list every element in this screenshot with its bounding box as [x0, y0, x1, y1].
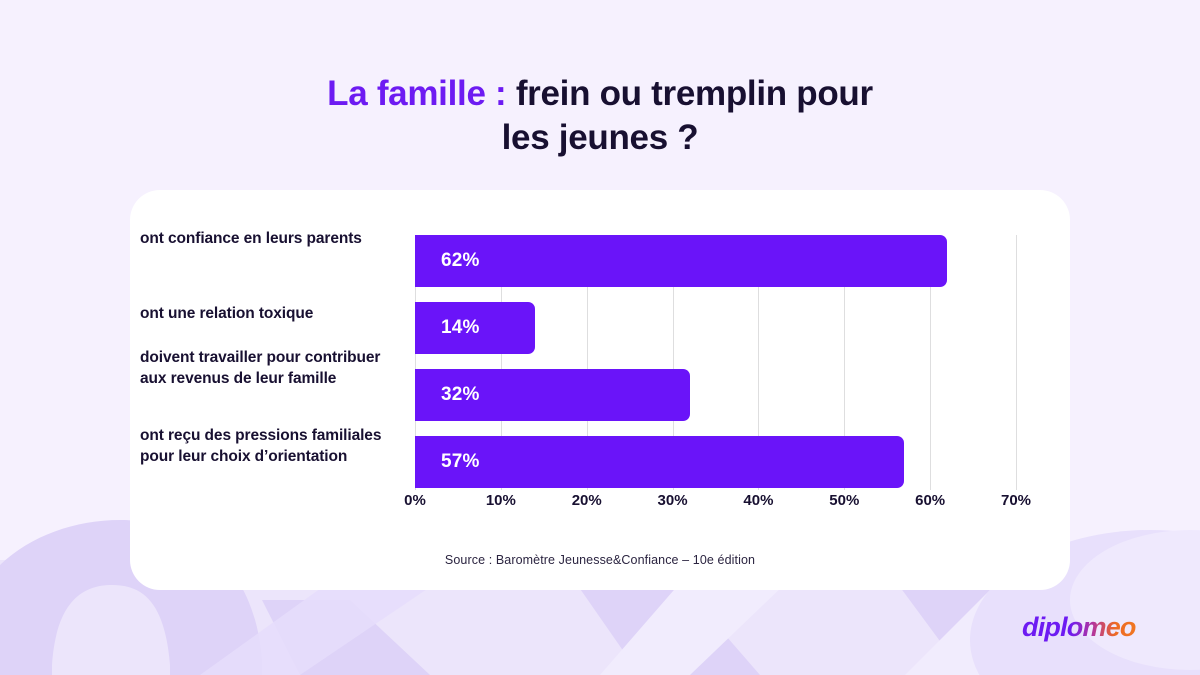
x-axis-ticks: 0% 10% 20% 30% 40% 50% 60% 70% [404, 492, 1031, 516]
category-label: doivent travailler pour contribuer aux r… [140, 349, 381, 387]
chart-gridlines [415, 235, 1017, 490]
bar-series: 62% 14% 32% 57% [415, 235, 1016, 490]
source-note: Source : Baromètre Jeunesse&Confiance – … [444, 553, 756, 567]
bar[interactable]: 62% [415, 235, 948, 287]
x-tick-label: 40% [743, 492, 774, 509]
title-accent-text: La famille : [327, 74, 507, 113]
category-label: ont une relation toxique [140, 305, 314, 322]
gridline [758, 235, 760, 490]
title-line-2: les jeunes ? [501, 118, 699, 157]
bar-chart: ont confiance en leurs parents ont une re… [130, 190, 1070, 590]
x-tick-label: 20% [571, 492, 602, 509]
page-title: La famille : frein ou tremplin pour les … [0, 72, 1200, 160]
category-label: ont reçu des pressions familiales pour l… [140, 427, 382, 465]
x-tick-label: 10% [485, 492, 516, 509]
bar-value-label: 32% [441, 384, 480, 405]
gridline [672, 235, 674, 490]
bar-row[interactable]: 32% [415, 369, 1016, 421]
bar-value-label: 57% [441, 451, 480, 472]
x-tick-label: 70% [1000, 492, 1032, 509]
category-label: ont confiance en leurs parents [140, 230, 362, 247]
bar-value-label: 62% [441, 250, 480, 271]
category-labels: ont confiance en leurs parents ont une re… [140, 230, 405, 535]
x-tick-label: 60% [915, 492, 946, 509]
bar[interactable]: 14% [415, 302, 536, 354]
x-tick-label: 30% [657, 492, 688, 509]
diplomeo-logo[interactable]: diplomeo [1022, 612, 1136, 642]
gridline [500, 235, 502, 490]
bar[interactable]: 57% [415, 436, 905, 488]
bar-row[interactable]: 57% [415, 436, 1016, 488]
x-tick-label: 0% [404, 492, 426, 509]
x-tick-label: 50% [829, 492, 860, 509]
bar-row[interactable]: 14% [415, 302, 1016, 354]
gridline [586, 235, 588, 490]
title-rest-text: frein ou tremplin pour [506, 74, 873, 113]
bar-row[interactable]: 62% [415, 235, 1016, 287]
gridline [844, 235, 846, 490]
bar[interactable]: 32% [415, 369, 690, 421]
gridline [930, 235, 932, 490]
title-line-1: La famille : frein ou tremplin pour [0, 72, 1200, 116]
bar-value-label: 14% [441, 317, 480, 338]
gridline [1016, 235, 1017, 490]
gridline [415, 235, 416, 490]
chart-card: ont confiance en leurs parents ont une re… [130, 190, 1070, 590]
